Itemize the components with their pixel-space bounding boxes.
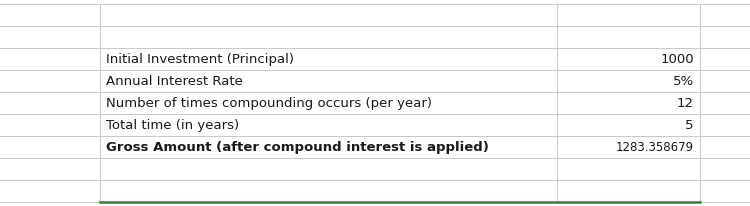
Text: 1000: 1000	[660, 53, 694, 66]
Text: 1283.358679: 1283.358679	[616, 140, 694, 153]
Text: Total time (in years): Total time (in years)	[106, 118, 238, 131]
Text: 12: 12	[676, 97, 694, 109]
Text: Initial Investment (Principal): Initial Investment (Principal)	[106, 53, 294, 66]
Text: 5%: 5%	[673, 75, 694, 88]
Text: Gross Amount (after compound interest is applied): Gross Amount (after compound interest is…	[106, 140, 489, 153]
Text: Number of times compounding occurs (per year): Number of times compounding occurs (per …	[106, 97, 432, 109]
Text: Annual Interest Rate: Annual Interest Rate	[106, 75, 243, 88]
Text: 5: 5	[686, 118, 694, 131]
